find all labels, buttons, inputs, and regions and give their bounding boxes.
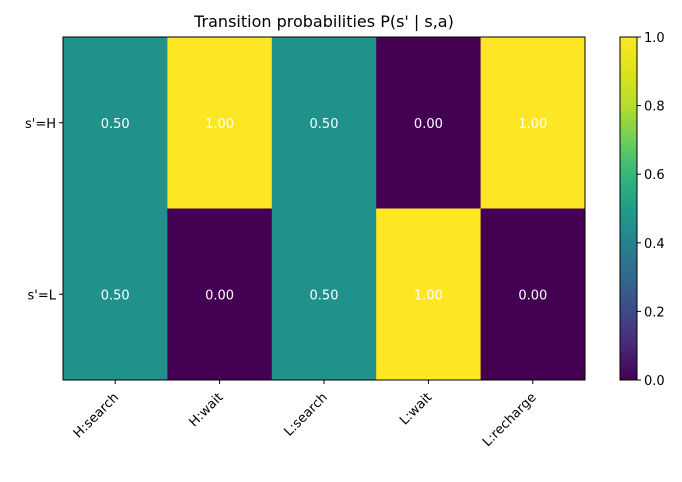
x-tick-label: H:search bbox=[71, 390, 122, 441]
cell-value-label: 0.50 bbox=[310, 117, 339, 132]
x-axis-ticks: H:search H:wait L:search L:wait L:recharge bbox=[71, 380, 540, 450]
heatmap-cell bbox=[63, 208, 168, 381]
heatmap-cell bbox=[376, 208, 482, 381]
cell-value-label: 0.50 bbox=[310, 288, 339, 303]
y-axis-ticks: s'=H s'=L bbox=[25, 117, 63, 303]
heatmap-cell bbox=[480, 208, 586, 381]
cell-value-label: 1.00 bbox=[414, 288, 443, 303]
heatmap-cell bbox=[167, 208, 273, 381]
heatmap-cell bbox=[271, 208, 377, 381]
heatmap-cells: 0.50 1.00 0.50 0.00 1.00 0.50 0.00 0.50 1.00 0.00 bbox=[63, 37, 586, 381]
cell-value-label: 0.00 bbox=[518, 288, 547, 303]
cell-value-label: 0.00 bbox=[205, 288, 234, 303]
cell-value-label: 0.00 bbox=[414, 117, 443, 132]
colorbar-tick-label: 0.2 bbox=[644, 305, 665, 320]
colorbar-frame bbox=[619, 36, 638, 381]
cell-value-label: 0.50 bbox=[101, 117, 130, 132]
colorbar: 0.0 0.2 0.4 0.6 0.8 1.0 bbox=[619, 31, 665, 389]
cell-value-label: 1.00 bbox=[518, 117, 547, 132]
x-tick-label: L:wait bbox=[397, 390, 435, 428]
heatmap-cell bbox=[376, 37, 482, 209]
x-tick-label: L:recharge bbox=[480, 390, 540, 450]
cell-value-label: 0.50 bbox=[101, 288, 130, 303]
colorbar-ticks: 0.0 0.2 0.4 0.6 0.8 1.0 bbox=[637, 31, 665, 389]
colorbar-tick-label: 1.0 bbox=[644, 31, 665, 46]
y-tick-label: s'=H bbox=[25, 117, 56, 132]
colorbar-tick-label: 0.8 bbox=[644, 100, 665, 115]
heatmap-cell bbox=[480, 37, 586, 209]
chart-title: Transition probabilities P(s' | s,a) bbox=[193, 12, 454, 31]
heatmap-cell bbox=[167, 37, 273, 209]
heatmap-cell bbox=[63, 37, 168, 209]
colorbar-tick-label: 0.0 bbox=[644, 374, 665, 389]
colorbar-tick-label: 0.4 bbox=[644, 237, 665, 252]
heatmap-cell bbox=[271, 37, 377, 209]
colorbar-gradient bbox=[620, 37, 637, 380]
x-tick-label: L:search bbox=[281, 390, 330, 439]
x-tick-label: H:wait bbox=[186, 390, 226, 430]
cell-value-label: 1.00 bbox=[205, 117, 234, 132]
y-tick-label: s'=L bbox=[28, 288, 57, 303]
colorbar-tick-label: 0.6 bbox=[644, 168, 665, 183]
